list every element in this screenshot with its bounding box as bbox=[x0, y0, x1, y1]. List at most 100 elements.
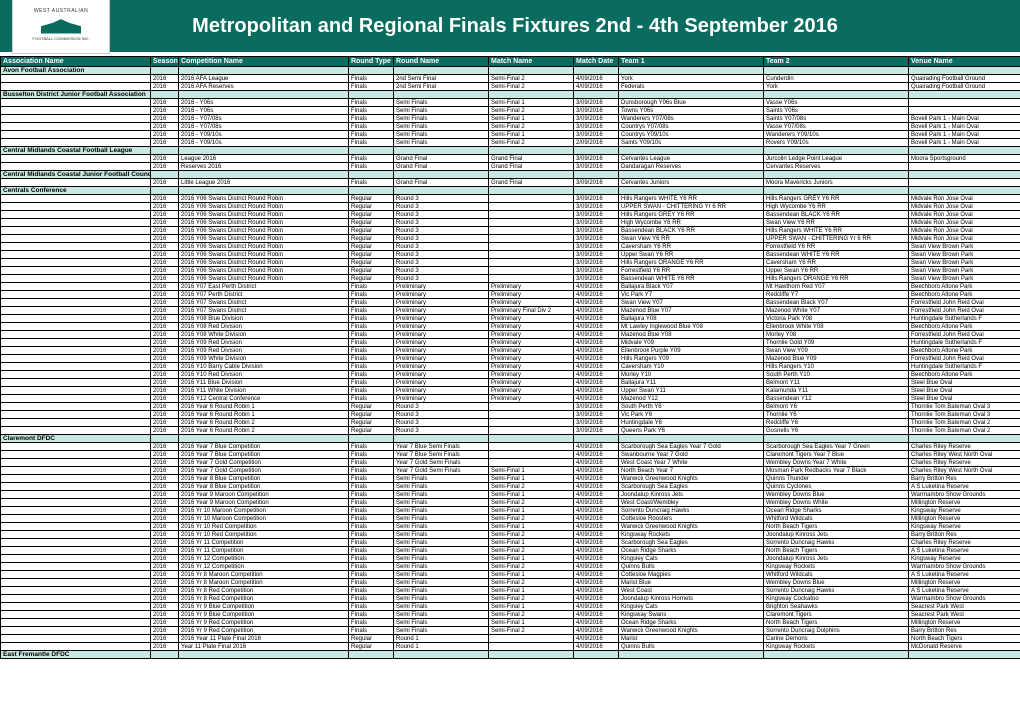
table-cell: Regular bbox=[349, 227, 394, 235]
table-cell: 2016 bbox=[151, 619, 179, 627]
table-cell: Forrestfield Y6 RR bbox=[764, 243, 909, 251]
table-cell: 4/09/2016 bbox=[574, 355, 619, 363]
group-blank-cell bbox=[349, 187, 394, 195]
table-cell: Swan View Y07 bbox=[619, 299, 764, 307]
table-cell: Semi Finals bbox=[394, 587, 489, 595]
table-cell: 2016 bbox=[151, 203, 179, 211]
table-cell bbox=[489, 203, 574, 211]
table-cell: 2016 - Y06s bbox=[179, 107, 349, 115]
table-cell: Semi Finals bbox=[394, 131, 489, 139]
table-row: 20162016 Y11 White DivisionFinalsPrelimi… bbox=[1, 387, 1020, 395]
table-cell: Semi-Final 2 bbox=[489, 499, 574, 507]
table-cell: Semi-Final 1 bbox=[489, 523, 574, 531]
table-cell: Finals bbox=[349, 371, 394, 379]
table-cell: Vic Park Y7 bbox=[619, 291, 764, 299]
table-cell: Forrestfield Y6 RR bbox=[619, 267, 764, 275]
group-blank-cell bbox=[349, 67, 394, 75]
table-cell: Regular bbox=[349, 411, 394, 419]
table-cell: Hills Rangers Y10 bbox=[764, 363, 909, 371]
group-blank-cell bbox=[909, 187, 1020, 195]
table-cell: Midvale Ron Jose Oval bbox=[909, 195, 1020, 203]
group-blank-cell bbox=[151, 67, 179, 75]
table-row: 20162016 Y07 East Perth DistrictFinalsPr… bbox=[1, 283, 1020, 291]
col-mname: Match Name bbox=[489, 57, 574, 67]
table-cell: Finals bbox=[349, 547, 394, 555]
table-cell: Regular bbox=[349, 211, 394, 219]
table-cell: 2016 Yr 10 Red Competition bbox=[179, 531, 349, 539]
table-cell: Finals bbox=[349, 499, 394, 507]
table-cell: 2016 bbox=[151, 315, 179, 323]
table-cell: 2016 Year 6 Round Robin 2 bbox=[179, 427, 349, 435]
group-name-cell: Centrals Conference bbox=[1, 187, 151, 195]
table-cell: Regular bbox=[349, 259, 394, 267]
table-cell: 4/09/2016 bbox=[574, 459, 619, 467]
table-cell: 2016 bbox=[151, 291, 179, 299]
table-cell: 2016 AFA Reserves bbox=[179, 83, 349, 91]
table-cell: Finals bbox=[349, 307, 394, 315]
table-cell bbox=[1, 243, 151, 251]
table-cell: Round 3 bbox=[394, 243, 489, 251]
table-row: 20162016 Y11 Blue DivisionFinalsPrelimin… bbox=[1, 379, 1020, 387]
table-cell: McDonald Reserve bbox=[909, 643, 1020, 651]
table-cell: Semi-Final 1 bbox=[489, 619, 574, 627]
table-cell: Belmont Y11 bbox=[764, 379, 909, 387]
table-cell: Cunderdin bbox=[764, 75, 909, 83]
table-cell: Finals bbox=[349, 443, 394, 451]
table-cell: South Perth Y6 bbox=[619, 403, 764, 411]
table-cell bbox=[1, 355, 151, 363]
table-cell bbox=[1, 395, 151, 403]
table-cell: 2016 Y06 Swans District Round Robin bbox=[179, 203, 349, 211]
table-cell: Little League 2016 bbox=[179, 179, 349, 187]
table-cell: Wembley Downs Year 7 White bbox=[764, 459, 909, 467]
table-cell: 3/09/2016 bbox=[574, 251, 619, 259]
table-cell bbox=[1, 459, 151, 467]
table-cell: Finals bbox=[349, 603, 394, 611]
table-cell: 4/09/2016 bbox=[574, 299, 619, 307]
table-cell: Semi-Final 2 bbox=[489, 595, 574, 603]
table-cell: 3/09/2016 bbox=[574, 411, 619, 419]
table-cell: 3/09/2016 bbox=[574, 227, 619, 235]
table-cell: 2016 Y06 Swans District Round Robin bbox=[179, 251, 349, 259]
table-cell: Cervantes League bbox=[619, 155, 764, 163]
table-cell: Countrys Y07/08s bbox=[619, 123, 764, 131]
table-cell: Ocean Ridge Sharks bbox=[619, 619, 764, 627]
table-cell: Bovell Park 1 - Main Oval bbox=[909, 139, 1020, 147]
table-cell: 2016 bbox=[151, 139, 179, 147]
table-cell: Morley Y08 bbox=[764, 331, 909, 339]
table-cell bbox=[1, 363, 151, 371]
table-cell bbox=[1, 619, 151, 627]
table-cell: Semi Finals bbox=[394, 507, 489, 515]
table-row: 20162016 Year 9 Maroon CompetitionFinals… bbox=[1, 491, 1020, 499]
table-cell bbox=[1, 139, 151, 147]
table-cell: 3/09/2016 bbox=[574, 211, 619, 219]
table-row: 20162016 - Y06sFinalsSemi FinalsSemi-Fin… bbox=[1, 107, 1020, 115]
table-cell: Beechboro Altone Park bbox=[909, 371, 1020, 379]
table-cell: Semi-Final 2 bbox=[489, 139, 574, 147]
table-cell: 3/09/2016 bbox=[574, 403, 619, 411]
table-cell: Finals bbox=[349, 107, 394, 115]
table-cell bbox=[1, 595, 151, 603]
table-row: 20162016 Y10 Red DivisionFinalsPrelimina… bbox=[1, 371, 1020, 379]
table-cell: Regular bbox=[349, 251, 394, 259]
group-blank-cell bbox=[179, 67, 349, 75]
table-cell: A S Luketina Reserve bbox=[909, 587, 1020, 595]
table-row: 20162016 Yr 11 CompetitionFinalsSemi Fin… bbox=[1, 539, 1020, 547]
table-cell bbox=[1, 331, 151, 339]
table-cell: 2016 Year 6 Round Robin 2 bbox=[179, 419, 349, 427]
table-row: 20162016 Y06 Swans District Round RobinR… bbox=[1, 195, 1020, 203]
table-cell: Swan View Brown Park bbox=[909, 259, 1020, 267]
group-header-row: Busselton District Junior Football Assoc… bbox=[1, 91, 1020, 99]
table-cell: Round 1 bbox=[394, 643, 489, 651]
table-cell: Finals bbox=[349, 587, 394, 595]
table-cell: 2016 bbox=[151, 219, 179, 227]
table-cell bbox=[1, 515, 151, 523]
table-cell: Swan View Y09 bbox=[764, 347, 909, 355]
table-cell: 4/09/2016 bbox=[574, 75, 619, 83]
table-cell: Caversham Y6 RR bbox=[619, 243, 764, 251]
table-cell bbox=[489, 403, 574, 411]
table-cell: 2016 bbox=[151, 179, 179, 187]
table-cell: Hills Rangers ORANGE Y6 RR bbox=[764, 275, 909, 283]
table-cell bbox=[1, 387, 151, 395]
table-cell: Preliminary Final Div 2 bbox=[489, 307, 574, 315]
table-cell: Whitford Wildcats bbox=[764, 571, 909, 579]
